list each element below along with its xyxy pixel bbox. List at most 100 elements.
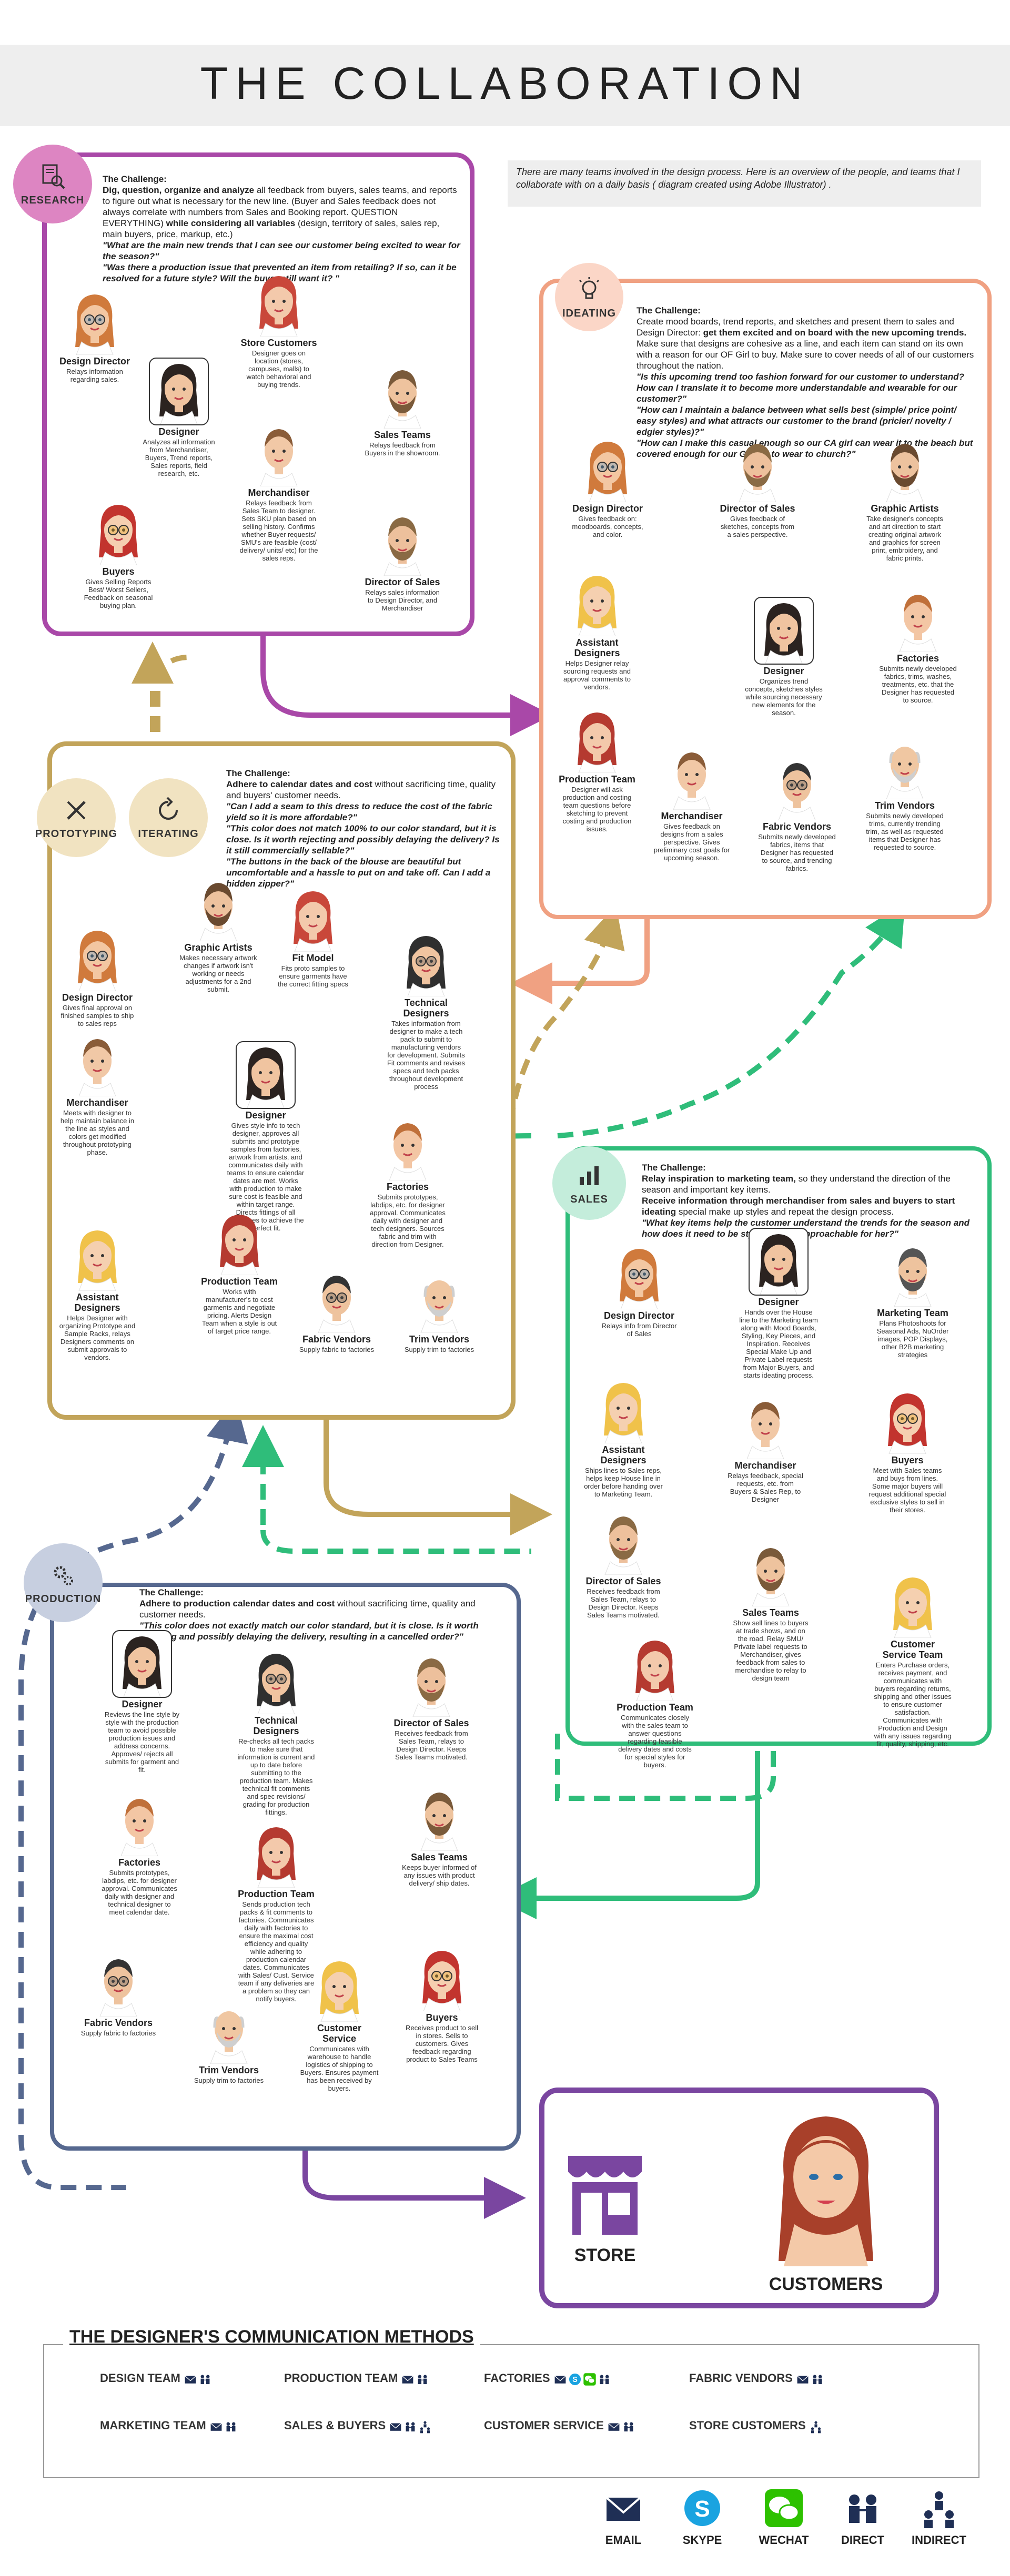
person-description: Works with manufacturer's to cost garmen… xyxy=(201,1288,277,1335)
challenge-text: without sacrificing time, quality and bu… xyxy=(226,779,496,800)
person-name: Fabric Vendors xyxy=(762,821,832,832)
person-name: Fit Model xyxy=(292,953,334,963)
person-name: Design Director xyxy=(59,356,130,366)
person-name: Buyers xyxy=(891,1455,924,1465)
indirect-icon xyxy=(918,2487,960,2529)
svg-text:S: S xyxy=(572,2376,578,2384)
factories-avatar xyxy=(889,586,947,652)
person-name: Trim Vendors xyxy=(874,800,935,811)
fabric-vendors-avatar xyxy=(308,1267,366,1333)
person-description: Gives feedback on: moodboards, concepts,… xyxy=(572,515,643,538)
challenge-question: "Can I add a seam to this dress to reduc… xyxy=(226,801,492,822)
challenge-body: Create mood boards, trend reports, and s… xyxy=(637,316,978,371)
challenge-label: The Challenge: xyxy=(226,768,290,778)
direct-icon xyxy=(403,2420,415,2432)
fabric-vendors-avatar xyxy=(768,755,826,820)
method-skype: S SKYPE xyxy=(671,2487,734,2547)
title-band xyxy=(0,45,1010,126)
ideating-person-factories: Factories Submits newly developed fabrics… xyxy=(878,586,957,704)
email-icon xyxy=(602,2487,644,2529)
challenge-body: Receive information through merchandiser… xyxy=(642,1195,978,1217)
challenge-label: The Challenge: xyxy=(139,1587,204,1597)
person-name: Buyers xyxy=(102,566,135,577)
direct-icon xyxy=(416,2373,427,2385)
customer-service-avatar xyxy=(310,1956,368,2022)
assistant-designers-avatar xyxy=(594,1378,652,1443)
challenge-question: "The buttons in the back of the blouse a… xyxy=(226,857,491,889)
person-description: Meet with Sales teams and buys from line… xyxy=(868,1467,946,1514)
person-description: Submits newly developed fabrics, trims, … xyxy=(879,665,957,704)
person-description: Helps Designer relay sourcing requests a… xyxy=(563,659,631,691)
sales-person-marketing-team: Marketing Team Plans Photoshoots for Seas… xyxy=(873,1241,952,1359)
legend-row-sales-buyers: SALES & BUYERS xyxy=(284,2419,430,2434)
customers-label: CUSTOMERS xyxy=(769,2274,883,2294)
person-name: Production Team xyxy=(617,1702,693,1713)
research-person-director-of-sales: Director of Sales Relays sales informatio… xyxy=(363,510,442,612)
prototyping-badge-label: PROTOTYPING xyxy=(35,828,118,840)
email-icon xyxy=(553,2373,566,2384)
production-team-avatar xyxy=(568,707,626,773)
person-description: Relays feedback from Buyers in the showr… xyxy=(365,441,440,457)
email-icon xyxy=(607,2420,620,2431)
sales-person-design-director: Design Director Relays info from Director… xyxy=(600,1244,679,1338)
person-name: Merchandiser xyxy=(248,487,310,498)
challenge-question: "This color does not exactly match our c… xyxy=(139,1621,479,1642)
person-description: Gives feedback of sketches, concepts fro… xyxy=(720,515,795,538)
person-name: Fabric Vendors xyxy=(302,1334,371,1345)
method-direct: DIRECT xyxy=(831,2487,894,2547)
merchandiser-avatar xyxy=(663,744,721,810)
person-name: Fabric Vendors xyxy=(84,2018,153,2028)
legend-row-production-team: PRODUCTION TEAM xyxy=(284,2371,427,2385)
prototyping-person-graphic-artists: Graphic Artists Makes necessary artwork c… xyxy=(179,875,258,993)
challenge-question: "What are the main new trends that I can… xyxy=(103,240,460,261)
person-description: Gives final approval on finished samples… xyxy=(60,1004,134,1027)
challenge-question: "This color does not match 100% to our c… xyxy=(226,823,500,856)
iterating-badge-label: ITERATING xyxy=(138,828,199,840)
person-name: Design Director xyxy=(62,992,133,1003)
sales-teams-avatar xyxy=(410,1785,468,1851)
method-label: DIRECT xyxy=(841,2533,884,2547)
sales-person-merchandiser: Merchandiser Relays feedback, special req… xyxy=(726,1393,805,1503)
person-name: Assistant Designers xyxy=(574,637,620,658)
person-name: Factories xyxy=(386,1182,429,1192)
person-description: Receives feedback from Sales Team, relay… xyxy=(587,1587,660,1619)
challenge-question: "Is this upcoming trend too fashion forw… xyxy=(637,372,964,404)
person-description: Analyzes all information from Merchandis… xyxy=(143,438,215,477)
director-of-sales-avatar xyxy=(729,436,786,502)
ideating-person-production-team: Production Team Designer will ask product… xyxy=(558,707,637,833)
sales-person-designer: Designer Hands over the House line to the… xyxy=(739,1228,818,1379)
indirect-icon xyxy=(809,2420,821,2434)
customer-avatar xyxy=(779,2116,873,2266)
sales-teams-avatar xyxy=(742,1541,800,1606)
person-description: Hands over the House line to the Marketi… xyxy=(739,1308,818,1379)
production-challenge: The Challenge: Adhere to production cale… xyxy=(139,1587,508,1642)
ideating-person-director-of-sales: Director of Sales Gives feedback of sketc… xyxy=(718,436,797,538)
bar-chart-icon xyxy=(580,1166,599,1185)
person-description: Relays feedback from Sales Team to desig… xyxy=(239,499,318,562)
legend-row-factories: FACTORIES S xyxy=(484,2371,609,2386)
challenge-question: "How can I maintain a balance between wh… xyxy=(637,405,956,437)
person-name: Trim Vendors xyxy=(198,2065,259,2075)
production-person-trim-vendors: Trim Vendors Supply trim to factories xyxy=(189,1998,268,2084)
ideating-challenge: The Challenge: Create mood boards, trend… xyxy=(637,305,978,460)
prototyping-person-production-team: Production Team Works with manufacturer's… xyxy=(200,1209,279,1335)
ideating-person-design-director: Design Director Gives feedback on: moodbo… xyxy=(568,436,647,538)
person-description: Submits newly developed trims, currently… xyxy=(866,812,944,851)
production-person-director-of-sales: Director of Sales Receives feedback from … xyxy=(392,1651,471,1761)
indirect-icon xyxy=(418,2420,430,2434)
production-person-factories: Factories Submits prototypes, labdips, et… xyxy=(100,1790,179,1916)
skype-icon: S xyxy=(568,2373,581,2386)
email-icon xyxy=(401,2373,414,2384)
prototyping-person-assistant-designers: Assistant Designers Helps Designer with o… xyxy=(58,1225,137,1361)
person-description: Takes information from designer to make … xyxy=(387,1020,466,1091)
design-director-avatar xyxy=(579,436,637,502)
person-name: Designer xyxy=(763,666,804,676)
legend-row-label: STORE CUSTOMERS xyxy=(689,2419,806,2432)
person-description: Receives feedback from Sales Team, relay… xyxy=(395,1729,468,1761)
graphic-artists-avatar xyxy=(189,875,247,941)
method-label: EMAIL xyxy=(605,2533,642,2547)
person-name: Sales Teams xyxy=(374,430,431,440)
person-description: Relays feedback, special requests, etc. … xyxy=(728,1472,803,1503)
production-person-sales-teams: Sales Teams Keeps buyer informed of any i… xyxy=(400,1785,479,1887)
sales-teams-avatar xyxy=(373,363,431,429)
